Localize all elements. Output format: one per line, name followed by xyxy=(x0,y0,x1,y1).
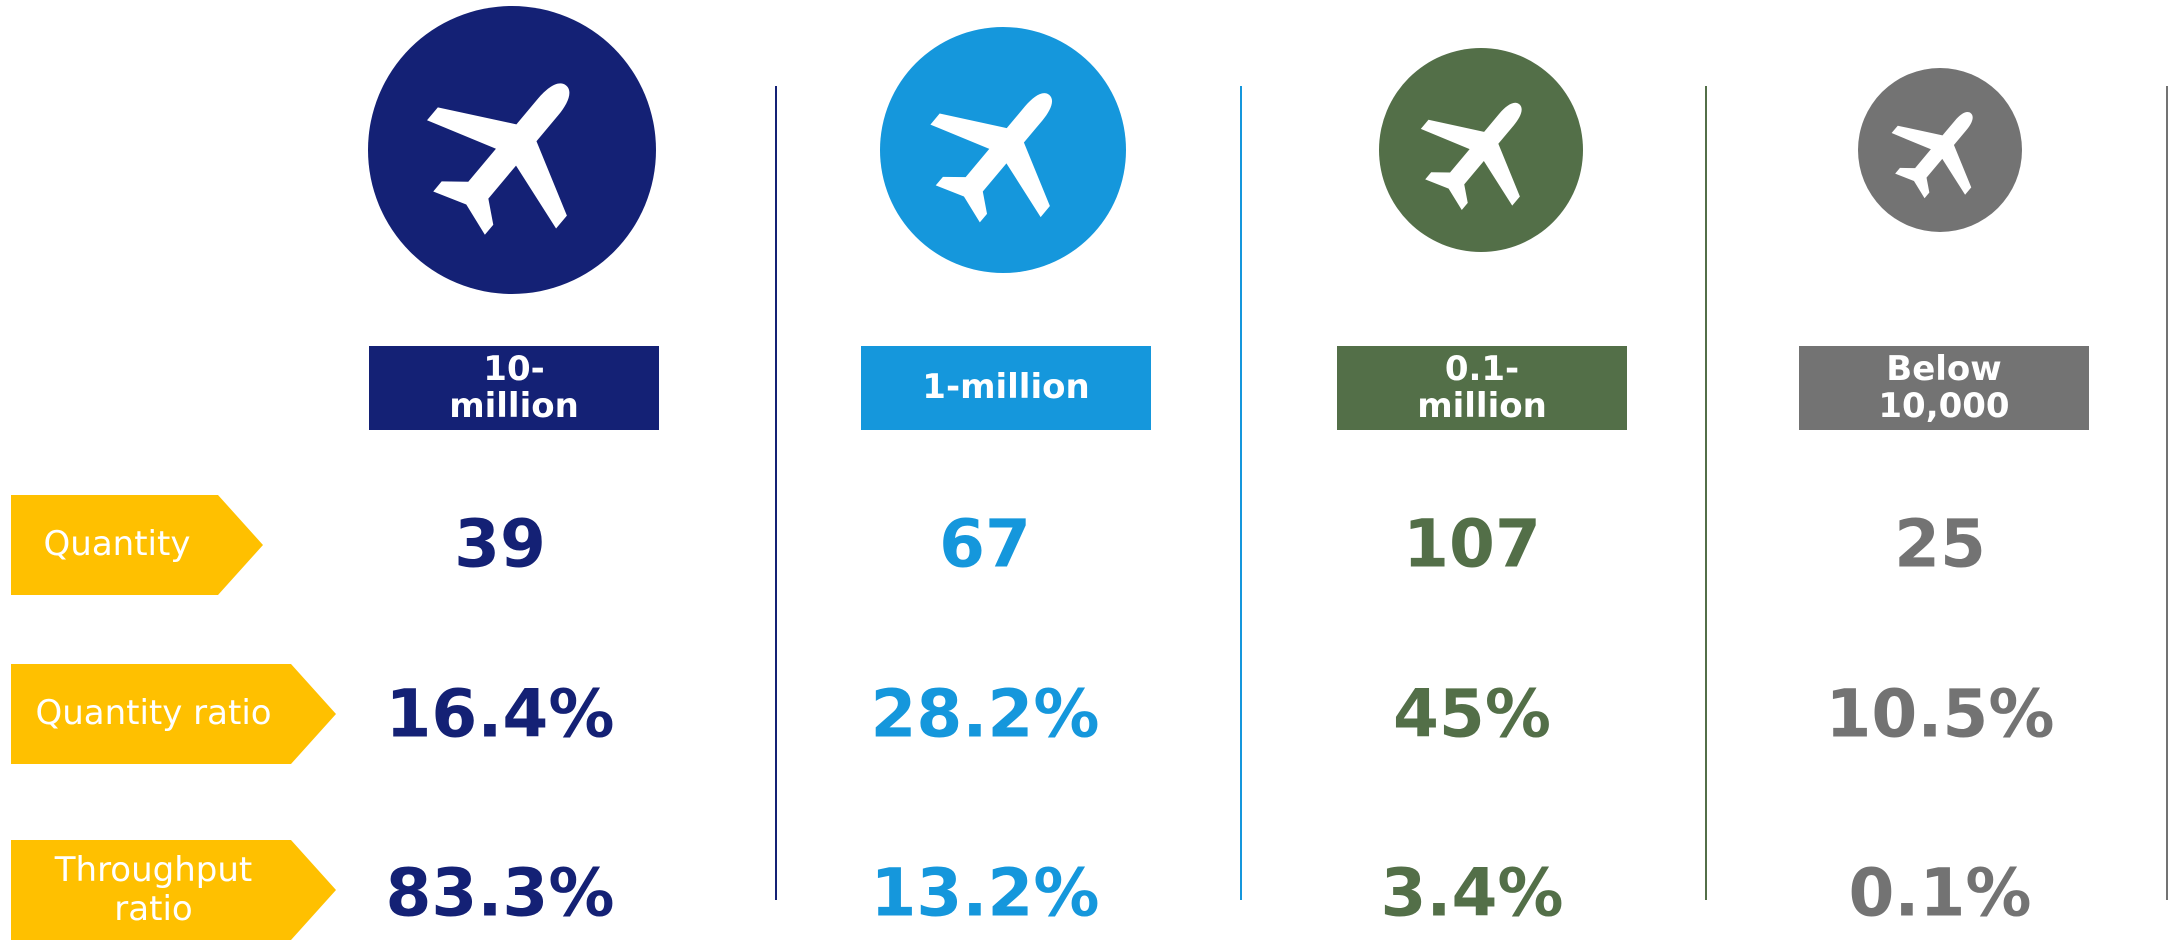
value: 67 xyxy=(939,505,1031,583)
value: 0.1% xyxy=(1848,854,2032,932)
divider xyxy=(2166,86,2168,900)
plane-icon xyxy=(368,6,656,294)
value: 83.3% xyxy=(385,854,615,932)
value: 39 xyxy=(454,505,546,583)
row-label: Quantity ratio xyxy=(11,664,336,764)
value: 45% xyxy=(1393,675,1551,753)
divider xyxy=(1705,86,1707,900)
divider xyxy=(1240,86,1242,900)
row-label: Throughput ratio xyxy=(11,840,336,940)
plane-icon xyxy=(880,27,1126,273)
plane-icon xyxy=(1858,68,2022,232)
category-label: Below 10,000 xyxy=(1799,346,2089,430)
plane-icon xyxy=(1379,48,1583,252)
category-label: 1-million xyxy=(861,346,1151,430)
value: 25 xyxy=(1894,505,1986,583)
value: 3.4% xyxy=(1380,854,1564,932)
value: 28.2% xyxy=(870,675,1100,753)
value: 16.4% xyxy=(385,675,615,753)
category-label: 10-million xyxy=(369,346,659,430)
value: 13.2% xyxy=(870,854,1100,932)
divider xyxy=(775,86,777,900)
category-label: 0.1-million xyxy=(1337,346,1627,430)
value: 107 xyxy=(1403,505,1541,583)
value: 10.5% xyxy=(1825,675,2055,753)
row-label: Quantity xyxy=(11,495,263,595)
